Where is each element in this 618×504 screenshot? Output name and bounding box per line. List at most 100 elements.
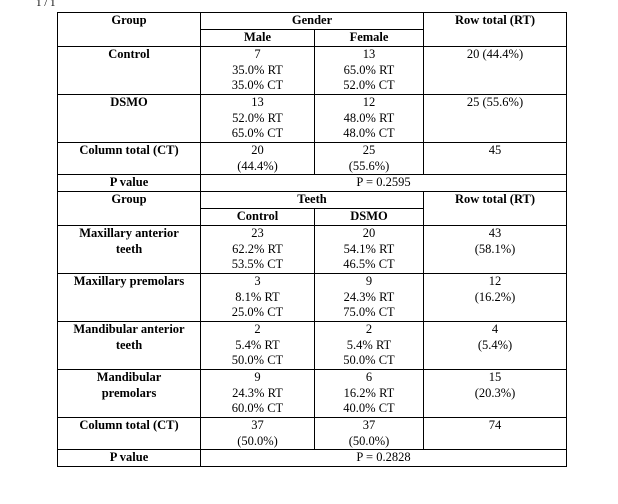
count-cell-line: (50.0%): [348, 433, 390, 448]
row-total-header: Row total (RT): [423, 12, 567, 47]
gender-p-value-row: P value P = 0.2595: [57, 174, 567, 193]
count-cell-line: 8.1% RT: [235, 289, 280, 304]
count-cell: 23 62.2% RT 53.5% CT: [200, 225, 315, 275]
count-cell-line: 52.0% CT: [343, 78, 395, 93]
gender-header-row: Group Gender Row total (RT): [57, 12, 567, 47]
subheader-cell: Female: [314, 29, 424, 47]
count-cell: 37 (50.0%): [200, 417, 315, 451]
row-label-line: Maxillary premolars: [73, 274, 185, 289]
row-total-cell: 15 (20.3%): [423, 369, 567, 419]
count-cell: 20 54.1% RT 46.5% CT: [314, 225, 424, 275]
row-label: Mandibular premolars: [57, 369, 201, 419]
row-total-line: 20 (44.4%): [466, 47, 524, 62]
count-cell: 37 (50.0%): [314, 417, 424, 451]
count-cell-line: 48.0% CT: [343, 126, 395, 141]
count-cell: 2 5.4% RT 50.0% CT: [314, 321, 424, 371]
p-value-label: P value: [57, 449, 201, 468]
count-cell-line: 13: [362, 47, 376, 62]
count-cell-line: 23: [251, 226, 264, 241]
count-cell: 6 16.2% RT 40.0% CT: [314, 369, 424, 419]
row-label: DSMO: [57, 94, 201, 143]
row-total-line: (16.2%): [474, 289, 516, 304]
count-cell-line: 24.3% RT: [232, 385, 283, 400]
table-row: Column total (CT) 37 (50.0%) 37 (50.0%) 74: [57, 417, 567, 451]
count-cell-line: 20: [362, 226, 376, 241]
count-cell-line: 65.0% RT: [343, 62, 395, 77]
count-cell-line: 60.0% CT: [231, 401, 284, 416]
count-cell-line: (50.0%): [237, 433, 278, 448]
count-cell-line: 12: [362, 95, 376, 110]
count-cell-line: 75.0% CT: [343, 305, 395, 320]
count-cell-line: 35.0% CT: [231, 78, 284, 93]
row-total-line: 43: [488, 226, 502, 241]
gender-column-group-header: Gender: [200, 12, 424, 30]
p-value: P = 0.2595: [200, 174, 567, 193]
table-row: Column total (CT) 20 (44.4%) 25 (55.6%) 45: [57, 141, 567, 176]
count-cell-line: 9: [365, 274, 373, 289]
table-row: DSMO 13 52.0% RT 65.0% CT 12 48.0% RT 48.0% CT…: [57, 94, 567, 143]
table-row: Maxillary premolars 3 8.1% RT 25.0% CT 9 24.3…: [57, 273, 567, 323]
row-total-cell: 45: [423, 141, 567, 176]
count-cell: 12 48.0% RT 48.0% CT: [314, 94, 424, 143]
row-label: Maxillary premolars: [57, 273, 201, 323]
row-label-line: Mandibular: [96, 370, 162, 385]
row-label-line: Mandibular anterior: [73, 322, 185, 337]
count-cell-line: (55.6%): [348, 158, 390, 173]
count-cell: 13 52.0% RT 65.0% CT: [200, 94, 315, 143]
row-label-line: premolars: [101, 385, 157, 400]
count-cell-line: 48.0% RT: [343, 110, 395, 125]
row-label-line: DSMO: [110, 95, 148, 110]
row-total-cell: 4 (5.4%): [423, 321, 567, 371]
count-cell: 7 35.0% RT 35.0% CT: [200, 46, 315, 95]
count-cell-line: 62.2% RT: [232, 241, 283, 256]
count-cell: 9 24.3% RT 75.0% CT: [314, 273, 424, 323]
contingency-table: Group Gender Row total (RT) Male Female Contr…: [57, 12, 567, 468]
row-total-cell: 43 (58.1%): [423, 225, 567, 275]
count-cell: 13 65.0% RT 52.0% CT: [314, 46, 424, 95]
subheader-cell: DSMO: [314, 208, 424, 227]
row-total-line: 74: [488, 418, 502, 433]
count-cell-line: 20: [251, 143, 264, 157]
row-label-line: teeth: [115, 337, 143, 352]
row-total-line: (58.1%): [474, 241, 516, 256]
count-cell-line: 54.1% RT: [343, 241, 395, 256]
row-total-line: 45: [488, 143, 502, 157]
count-cell-line: 5.4% RT: [235, 337, 280, 352]
teeth-p-value-row: P value P = 0.2828: [57, 449, 567, 468]
count-cell-line: 35.0% RT: [232, 62, 283, 77]
count-cell-line: 37: [362, 418, 376, 433]
count-cell-line: 5.4% RT: [346, 337, 392, 352]
count-cell-line: 53.5% CT: [231, 257, 284, 272]
count-cell-line: 13: [251, 95, 264, 110]
row-total-cell: 12 (16.2%): [423, 273, 567, 323]
row-label-line: Maxillary anterior: [79, 226, 179, 241]
row-total-cell: 20 (44.4%): [423, 46, 567, 95]
count-cell-line: 6: [365, 370, 373, 385]
count-cell-line: 2: [365, 322, 373, 337]
teeth-column-group-header: Teeth: [200, 191, 424, 210]
count-cell-line: 9: [254, 370, 261, 385]
row-label-line: Column total (CT): [79, 143, 179, 157]
count-cell-line: 7: [254, 47, 261, 62]
p-value: P = 0.2828: [200, 449, 567, 468]
count-cell: 20 (44.4%): [200, 141, 315, 176]
page-corner-fragment: 1 / 1: [36, 0, 56, 6]
row-label: Column total (CT): [57, 417, 201, 451]
subheader-cell: Male: [200, 29, 315, 47]
row-label-line: Column total (CT): [79, 418, 179, 433]
table-row: Mandibular premolars 9 24.3% RT 60.0% CT 6 16.…: [57, 369, 567, 419]
group-header: Group: [57, 191, 201, 227]
count-cell-line: 52.0% RT: [232, 110, 283, 125]
teeth-header-row: Group Teeth Row total (RT): [57, 191, 567, 227]
row-total-cell: 74: [423, 417, 567, 451]
row-label: Control: [57, 46, 201, 95]
row-label: Mandibular anterior teeth: [57, 321, 201, 371]
table-row: Mandibular anterior teeth 2 5.4% RT 50.0% CT…: [57, 321, 567, 371]
count-cell-line: 2: [254, 322, 261, 337]
count-cell-line: 46.5% CT: [343, 257, 395, 272]
count-cell-line: 50.0% CT: [343, 353, 395, 368]
count-cell: 9 24.3% RT 60.0% CT: [200, 369, 315, 419]
p-value-label: P value: [57, 174, 201, 193]
count-cell-line: 3: [254, 274, 261, 289]
count-cell: 2 5.4% RT 50.0% CT: [200, 321, 315, 371]
